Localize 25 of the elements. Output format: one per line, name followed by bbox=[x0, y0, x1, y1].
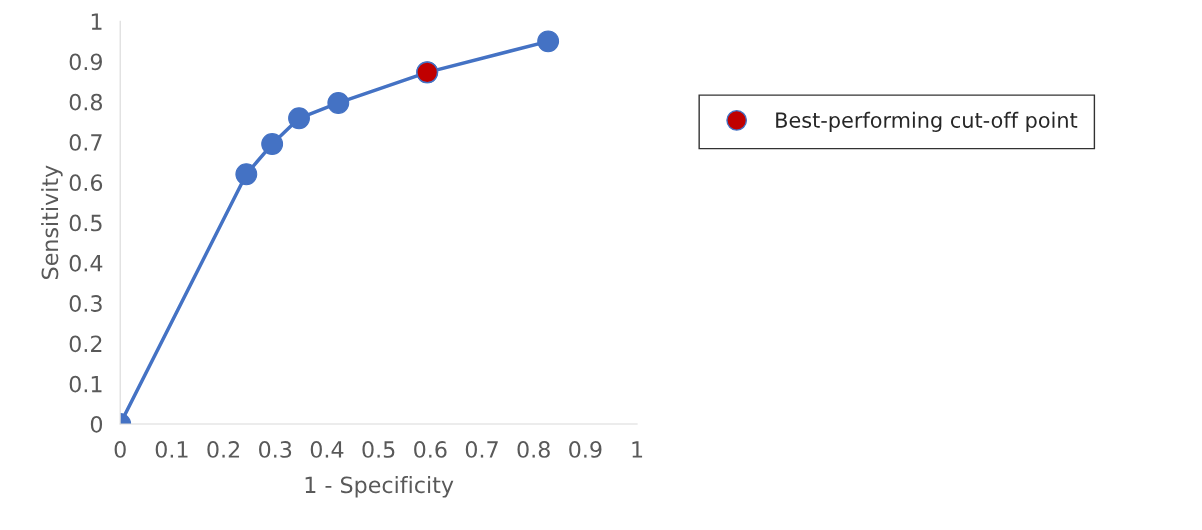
y-tick-label: 0.7 bbox=[69, 133, 102, 151]
x-tick-label: 0 bbox=[114, 441, 126, 458]
x-tick-label: 0.4 bbox=[310, 441, 344, 458]
y-tick-label: 0.3 bbox=[69, 295, 102, 312]
x-tick-label: 0.9 bbox=[569, 441, 602, 458]
y-tick-label: 0.1 bbox=[69, 375, 102, 393]
x-tick-label: 0.6 bbox=[414, 441, 447, 458]
x-tick-label: 0.1 bbox=[155, 441, 188, 458]
x-tick-label: 0.7 bbox=[465, 441, 498, 458]
y-tick-label: 0.8 bbox=[69, 93, 103, 111]
y-tick-label: 0.4 bbox=[69, 254, 103, 272]
x-tick-label: 0.3 bbox=[259, 441, 292, 458]
y-tick-label: 0.5 bbox=[69, 214, 102, 232]
x-tick-label: 0.5 bbox=[362, 441, 395, 458]
y-axis-title: Sensitivity bbox=[41, 165, 63, 279]
x-axis-title: 1 - Specificity bbox=[305, 476, 454, 498]
y-tick-label: 1 bbox=[91, 13, 102, 30]
x-tick-label: 0.8 bbox=[517, 441, 550, 458]
x-tick-label: 1 bbox=[632, 441, 643, 458]
y-tick-label: 0.9 bbox=[69, 53, 102, 71]
y-tick-label: 0.2 bbox=[69, 335, 102, 353]
x-tick-label: 0.2 bbox=[207, 441, 240, 458]
y-tick-label: 0 bbox=[90, 415, 103, 433]
legend-label: Best-performing cut-off point bbox=[776, 111, 1078, 132]
y-tick-label: 0.6 bbox=[69, 174, 103, 192]
